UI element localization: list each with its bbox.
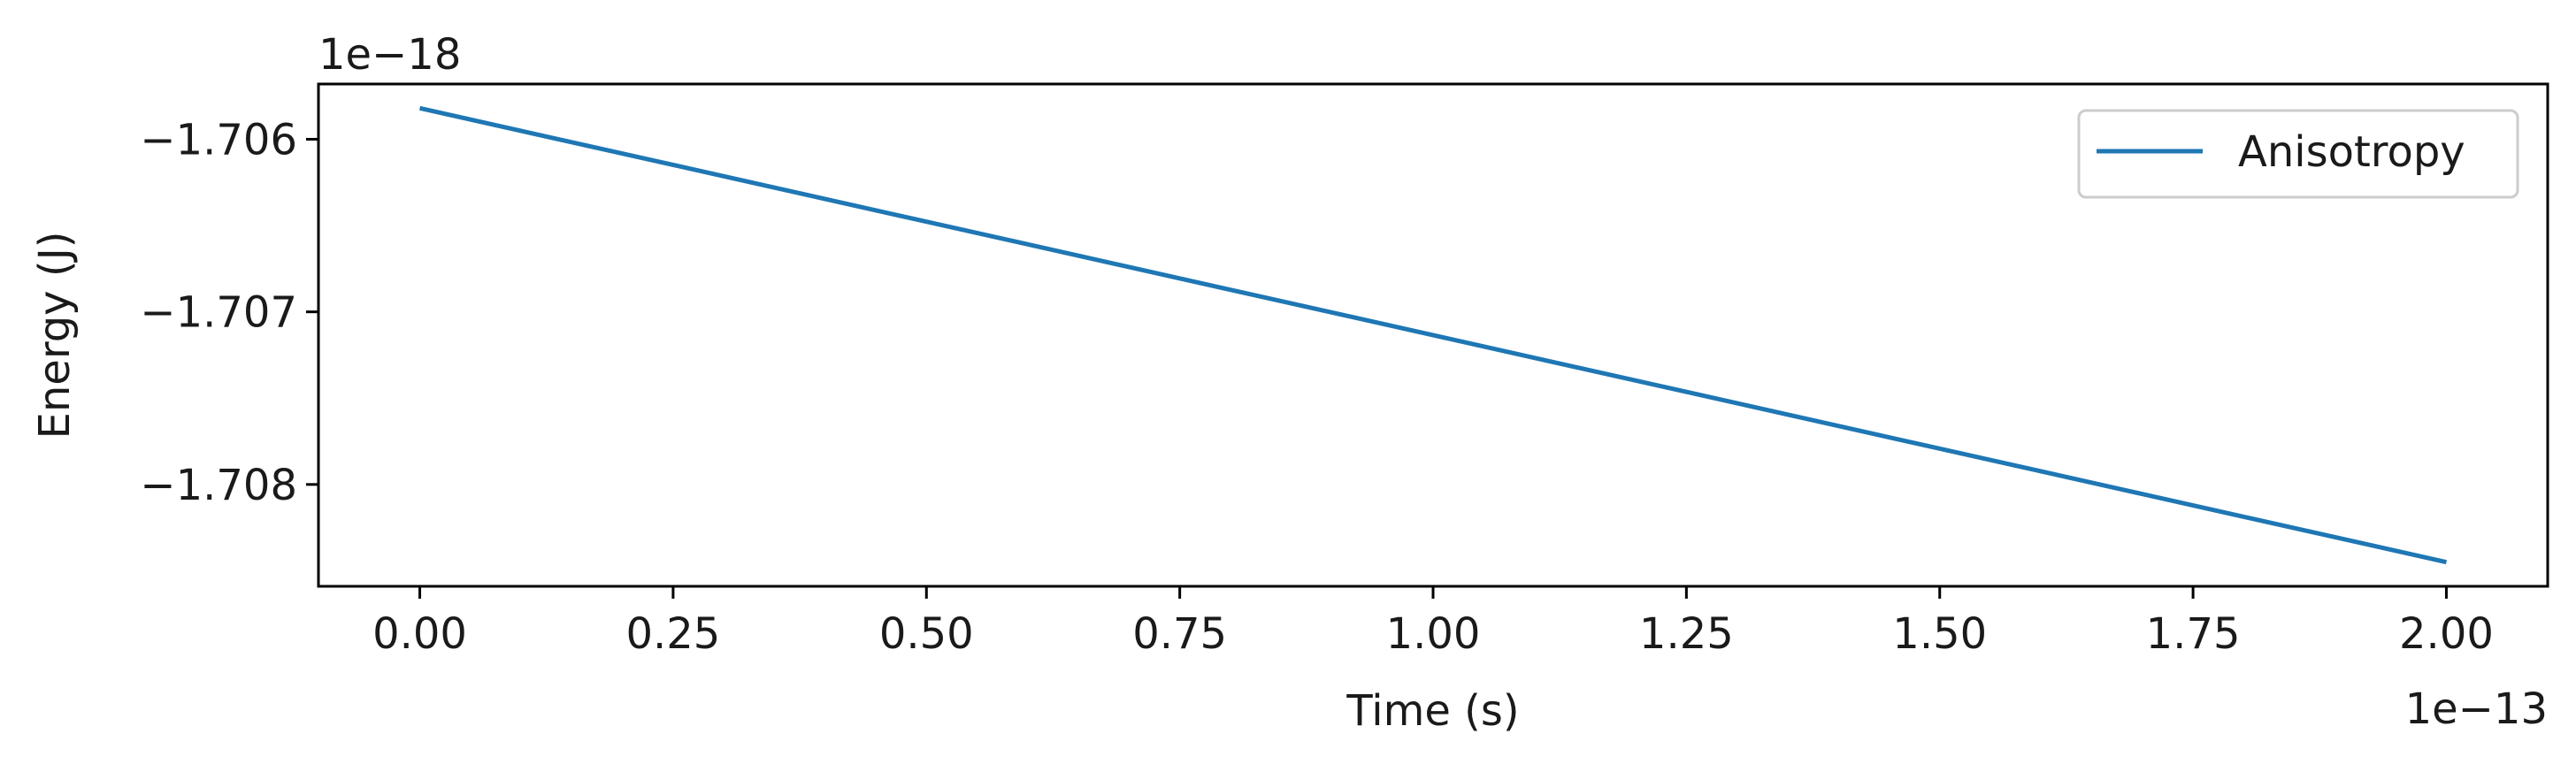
x-tick-label: 0.00 — [372, 609, 467, 659]
x-tick-label: 1.00 — [1386, 609, 1481, 659]
y-tick-label: −1.707 — [140, 288, 297, 338]
legend-frame — [2077, 109, 2519, 199]
x-tick-label: 1.25 — [1639, 609, 1734, 659]
legend: Anisotropy — [2077, 109, 2519, 199]
y-offset-label: 1e−18 — [318, 30, 461, 80]
legend-label-anisotropy: Anisotropy — [2238, 127, 2465, 177]
x-offset-label: 1e−13 — [2405, 684, 2548, 734]
series-lines — [418, 105, 2448, 565]
x-tick-label: 1.75 — [2146, 609, 2241, 659]
y-tick-label: −1.708 — [140, 461, 297, 510]
x-axis-ticks: 0.00 0.25 0.50 0.75 1.00 1.25 1.50 1.75 2.00 — [372, 586, 2494, 659]
x-axis-label: Time (s) — [1346, 686, 1519, 736]
y-axis-ticks: −1.706 −1.707 −1.708 — [140, 115, 318, 510]
series-line-anisotropy — [418, 105, 2448, 565]
x-tick-label: 0.50 — [879, 609, 974, 659]
x-tick-label: 1.50 — [1892, 609, 1987, 659]
x-tick-label: 0.25 — [625, 609, 720, 659]
y-tick-label: −1.706 — [140, 115, 297, 164]
y-axis-label: Energy (J) — [30, 232, 80, 440]
x-tick-label: 2.00 — [2399, 609, 2494, 659]
x-tick-label: 0.75 — [1132, 609, 1227, 659]
